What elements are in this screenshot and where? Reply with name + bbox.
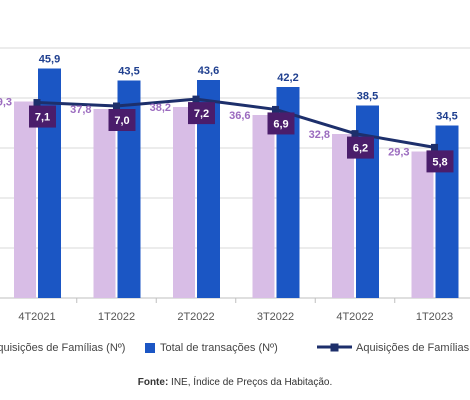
line-label-box xyxy=(29,105,56,128)
bar-aquisicoes xyxy=(411,151,434,298)
bar-total-transacoes xyxy=(276,87,300,298)
line-label-box xyxy=(426,150,454,173)
data-label-total: 43,5 xyxy=(118,66,139,78)
source-note: Fonte: INE, Índice de Preços da Habitaçã… xyxy=(0,377,470,388)
line-marker xyxy=(272,105,279,113)
x-tick-label: 1T2023 xyxy=(416,311,453,323)
line-label-box xyxy=(347,136,374,159)
line-label-box xyxy=(267,112,295,135)
line-marker xyxy=(192,95,200,103)
line-aquisicoes xyxy=(36,97,435,149)
legend-label-line: Aquisições de Famílias xyxy=(356,342,470,354)
x-tick-label: 4T2021 xyxy=(18,311,55,323)
data-label-total: 43,6 xyxy=(198,65,219,77)
legend-label-aquisicoes: Aquisições de Famílias (Nº) xyxy=(0,342,125,354)
data-label-line: 6,2 xyxy=(353,143,368,155)
x-tick-label: 4T2022 xyxy=(336,311,373,323)
source-text: INE, Índice de Preços da Habitação. xyxy=(168,377,333,388)
data-label-aquisicoes: 29,3 xyxy=(388,147,409,159)
data-label-total: 38,5 xyxy=(357,91,378,103)
bar-aquisicoes xyxy=(252,115,275,298)
data-label-line: 7,0 xyxy=(114,115,129,127)
data-label-line: 7,1 xyxy=(35,112,50,124)
bar-aquisicoes xyxy=(93,109,116,298)
line-label-box xyxy=(108,109,136,131)
data-label-total: 42,2 xyxy=(277,72,298,84)
line-marker xyxy=(351,130,359,138)
data-label-line: 6,9 xyxy=(273,118,288,130)
line-marker xyxy=(33,99,41,107)
data-label-line: 7,2 xyxy=(194,108,209,120)
x-tick-label: 1T2022 xyxy=(98,311,135,323)
legend-label-total: Total de transações (Nº) xyxy=(160,342,278,354)
x-axis-ticks: 4T2021 1T2022 2T2022 3T2022 4T2022 1T2023 xyxy=(18,311,453,323)
gridlines xyxy=(0,47,470,303)
data-label-aquisicoes: 39,3 xyxy=(0,97,12,109)
source-label: Fonte: xyxy=(137,377,169,388)
data-label-aquisicoes: 36,6 xyxy=(229,110,250,122)
data-label-total: 45,9 xyxy=(39,54,60,66)
line-marker xyxy=(431,143,438,151)
data-label-aquisicoes: 37,8 xyxy=(70,104,91,116)
bar-aquisicoes xyxy=(14,101,36,298)
legend-swatch-total xyxy=(145,343,155,353)
bar-aquisicoes xyxy=(332,134,354,298)
line-series: 7,1 7,0 7,2 6,9 6,2 5,8 xyxy=(29,95,454,173)
x-tick-label: 3T2022 xyxy=(257,311,294,323)
bar-aquisicoes xyxy=(173,107,195,298)
data-label-aquisicoes: 38,2 xyxy=(150,102,171,114)
data-label-aquisicoes: 32,8 xyxy=(309,129,330,141)
data-label-line: 5,8 xyxy=(432,156,447,168)
bar-total-transacoes xyxy=(197,80,220,298)
legend-swatch-marker xyxy=(330,343,339,352)
x-tick-label: 2T2022 xyxy=(177,311,214,323)
bar-total-transacoes xyxy=(117,80,141,298)
line-marker xyxy=(113,102,120,110)
legend: Aquisições de Famílias (Nº) Total de tran… xyxy=(0,342,470,354)
data-label-total: 34,5 xyxy=(436,111,457,123)
data-labels: 39,3 45,9 37,8 43,5 38,2 43,6 36,6 42,2 32,8 38,5… xyxy=(0,54,458,159)
line-label-box xyxy=(188,102,215,125)
